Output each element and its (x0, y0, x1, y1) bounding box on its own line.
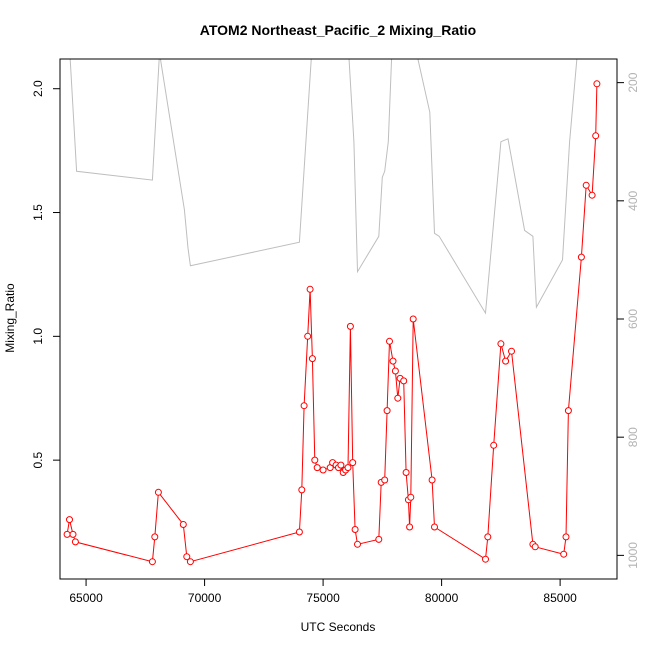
mixing-ratio-point (386, 337, 393, 345)
mixing-ratio-point (300, 402, 308, 410)
chart-title: ATOM2 Northeast_Pacific_2 Mixing_Ratio (200, 22, 476, 38)
mixing-ratio-point (391, 367, 399, 375)
mixing-ratio-point (394, 394, 402, 402)
x-tick-label: 85000 (543, 591, 577, 605)
mixing-ratio-point (406, 523, 414, 531)
mixing-ratio-point (502, 357, 510, 365)
mixing-ratio-point (179, 521, 187, 528)
mixing-ratio-point (337, 461, 345, 469)
y-tick-label: 2.0 (31, 80, 45, 97)
x-tick-label: 80000 (425, 591, 459, 605)
mixing-ratio-point (354, 540, 361, 548)
mixing-ratio-point (582, 181, 590, 189)
x-axis: 65000 70000 75000 80000 85000 (69, 578, 577, 605)
x-axis-label: UTC Seconds (301, 620, 376, 634)
y-tick-label: 1.5 (31, 204, 45, 221)
right-y-tick-label: 200 (626, 72, 640, 92)
pressure-series-line (69, 59, 578, 315)
mixing-ratio-point (389, 357, 397, 365)
mixing-ratio-point (63, 530, 71, 538)
mixing-ratio-point (497, 340, 505, 348)
mixing-ratio-point (562, 533, 570, 541)
x-tick-label: 75000 (306, 591, 340, 605)
mixing-ratio-point (298, 486, 306, 494)
mixing-ratio-point (593, 80, 601, 88)
mixing-ratio-point (592, 132, 600, 140)
mixing-ratio-series-line (66, 83, 598, 563)
mixing-ratio-point (577, 253, 585, 261)
right-y-tick-label: 600 (626, 309, 640, 329)
mixing-ratio-point (306, 285, 314, 293)
right-y-tick-label: 1000 (626, 542, 640, 569)
plot-area (63, 59, 601, 566)
mixing-ratio-point (311, 456, 319, 464)
mixing-ratio-point (383, 407, 391, 415)
mixing-ratio-point (490, 441, 498, 449)
mixing-ratio-point (375, 535, 383, 543)
x-tick-label: 65000 (69, 591, 103, 605)
mixing-ratio-point (346, 322, 354, 330)
mixing-ratio-point (508, 347, 515, 355)
mixing-ratio-point (409, 315, 417, 323)
mixing-ratio-point (531, 543, 539, 551)
y-tick-label: 1.0 (31, 328, 45, 345)
mixing-ratio-point (560, 550, 568, 558)
mixing-ratio-point (148, 558, 156, 566)
mixing-ratio-point (351, 526, 359, 533)
mixing-ratio-point (484, 533, 492, 541)
mixing-ratio-point (151, 533, 159, 541)
mixing-ratio-point (381, 476, 389, 484)
mixing-ratio-point (431, 523, 438, 531)
plot-frame (59, 58, 618, 580)
y-axis-label: Mixing_Ratio (3, 283, 17, 353)
x-tick-label: 70000 (188, 591, 222, 605)
mixing-ratio-point (349, 459, 357, 467)
mixing-ratio-point (154, 488, 162, 496)
mixing-ratio-point (482, 555, 489, 563)
mixing-ratio-point (295, 528, 303, 536)
mixing-ratio-point (308, 355, 316, 363)
mixing-ratio-point (304, 332, 312, 340)
mixing-ratio-point (66, 516, 73, 524)
mixing-ratio-point (588, 191, 596, 199)
mixing-ratio-point (428, 476, 436, 484)
mixing-ratio-point (564, 407, 572, 415)
mixing-ratio-point (319, 466, 327, 474)
right-y-tick-label: 400 (626, 190, 640, 210)
mixing-ratio-point (69, 530, 77, 538)
mixing-ratio-point (400, 377, 408, 385)
mixing-ratio-point (313, 464, 321, 472)
mixing-ratio-point (344, 464, 352, 472)
right-y-tick-label: 800 (626, 427, 640, 447)
mixing-ratio-point (407, 493, 415, 501)
mixing-ratio-point (71, 538, 79, 546)
mixing-ratio-point (402, 469, 410, 476)
y-tick-label: 0.5 (31, 451, 45, 468)
mixing-ratio-point (186, 558, 194, 566)
mixing-ratio-point (183, 553, 191, 561)
